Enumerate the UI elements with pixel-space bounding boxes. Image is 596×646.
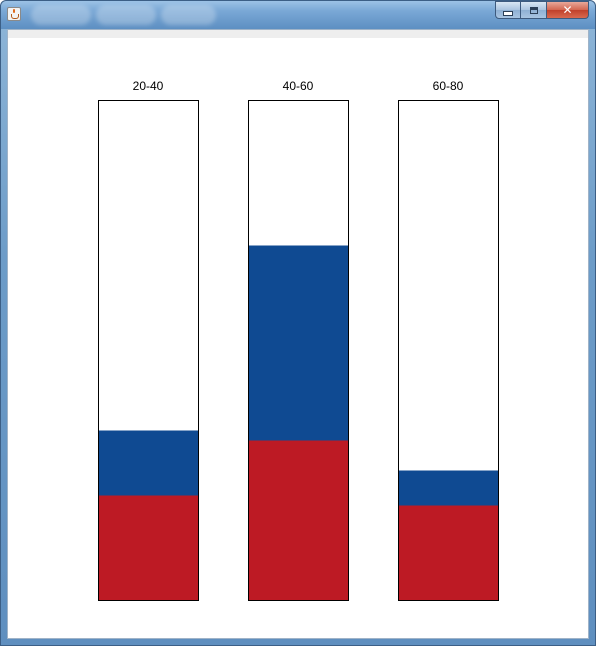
stacked-bar-chart: 20-40 40-60 60-80: [98, 79, 499, 601]
category-label-40-60: 40-60: [283, 79, 314, 93]
close-icon: ✕: [562, 3, 573, 17]
title-glow: [96, 5, 156, 25]
minimize-icon: [503, 10, 513, 16]
title-bar[interactable]: ✕: [1, 1, 595, 29]
bar-segment-20-40-0: [98, 495, 199, 601]
maximize-button[interactable]: [521, 1, 547, 19]
bar-outline-60-80: [398, 100, 499, 601]
bar-segment-60-80-1: [398, 470, 499, 506]
minimize-button[interactable]: [495, 1, 521, 19]
title-glow: [31, 5, 91, 25]
close-button[interactable]: ✕: [547, 1, 589, 19]
chart-panel: 20-40 40-60 60-80: [7, 29, 589, 639]
bar-segment-60-80-0: [398, 505, 499, 601]
category-label-20-40: 20-40: [133, 79, 164, 93]
bar-segment-40-60-1: [248, 245, 349, 441]
window-controls: ✕: [495, 1, 589, 21]
java-app-icon[interactable]: [7, 7, 21, 21]
maximize-icon: [529, 6, 538, 14]
bar-segment-40-60-0: [248, 440, 349, 601]
category-label-60-80: 60-80: [433, 79, 464, 93]
bar-outline-40-60: [248, 100, 349, 601]
bar-segment-20-40-1: [98, 430, 199, 496]
bar-outline-20-40: [98, 100, 199, 601]
title-glow: [161, 5, 216, 25]
panel-top-strip: [8, 30, 588, 38]
